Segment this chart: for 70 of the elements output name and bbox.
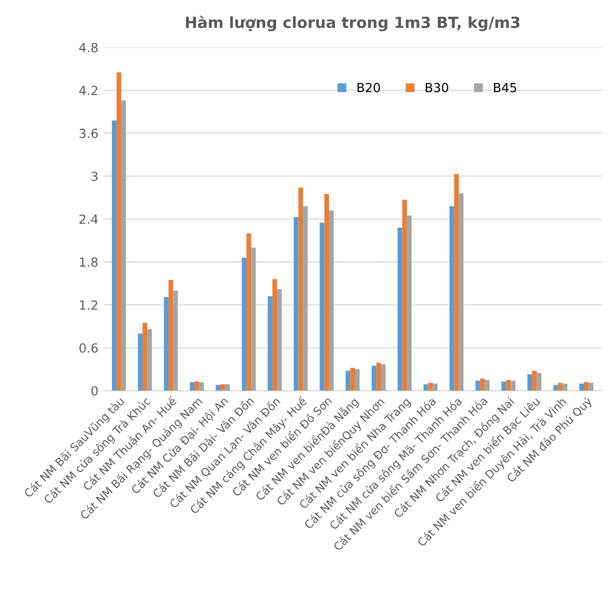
bar bbox=[532, 370, 537, 391]
y-tick-label: 3.6 bbox=[80, 128, 98, 138]
bar bbox=[268, 296, 272, 391]
bar bbox=[428, 382, 433, 391]
bar bbox=[225, 384, 230, 391]
bar bbox=[138, 333, 143, 391]
bar bbox=[398, 228, 402, 391]
bar bbox=[454, 174, 459, 391]
bar bbox=[190, 382, 195, 391]
bar bbox=[116, 72, 122, 391]
bar bbox=[475, 380, 480, 391]
bar bbox=[199, 382, 204, 391]
bar bbox=[376, 362, 381, 391]
bar bbox=[164, 297, 169, 391]
bar bbox=[142, 322, 148, 391]
chart-title: Hàm lượng clorua trong 1m3 BT, kg/m3 bbox=[186, 16, 520, 32]
bar bbox=[354, 369, 360, 391]
bar bbox=[168, 280, 174, 391]
legend-label: B45 bbox=[494, 83, 516, 92]
bar bbox=[216, 384, 220, 391]
bar bbox=[527, 374, 532, 391]
bar bbox=[480, 378, 485, 391]
bar bbox=[303, 206, 308, 391]
legend-label: B20 bbox=[358, 82, 380, 92]
bar bbox=[584, 382, 589, 391]
bar bbox=[424, 384, 428, 391]
bar bbox=[501, 381, 506, 391]
bar bbox=[272, 279, 278, 391]
bar bbox=[251, 248, 256, 391]
bar bbox=[510, 380, 516, 391]
legend-label: B30 bbox=[426, 82, 448, 92]
bar bbox=[147, 329, 152, 391]
bar bbox=[458, 193, 464, 391]
bar bbox=[432, 384, 438, 391]
bar bbox=[346, 370, 350, 391]
bar bbox=[112, 120, 117, 391]
bar bbox=[329, 210, 334, 391]
bar bbox=[536, 372, 542, 391]
bar bbox=[320, 222, 324, 391]
bar bbox=[220, 384, 226, 391]
bar bbox=[579, 384, 584, 391]
bar bbox=[324, 194, 330, 391]
y-tick-label: 1.2 bbox=[80, 300, 98, 310]
bar bbox=[277, 289, 282, 391]
bar bbox=[372, 366, 376, 391]
bar bbox=[194, 381, 200, 391]
y-tick-label: 4.2 bbox=[79, 86, 98, 96]
bar bbox=[380, 364, 386, 391]
bar bbox=[562, 384, 568, 391]
bar bbox=[506, 380, 511, 391]
bar bbox=[246, 233, 252, 391]
bar bbox=[449, 206, 454, 391]
y-tick-label: 4.8 bbox=[79, 42, 98, 52]
bar bbox=[406, 215, 412, 391]
bar bbox=[298, 188, 304, 391]
bar bbox=[402, 200, 407, 391]
y-tick-label: 0 bbox=[91, 386, 98, 396]
bar bbox=[350, 368, 355, 391]
bar bbox=[294, 216, 298, 391]
y-tick-label: 2.4 bbox=[80, 214, 98, 224]
bar bbox=[558, 382, 563, 391]
bar bbox=[553, 384, 558, 391]
bar bbox=[484, 380, 490, 391]
bar bbox=[173, 290, 178, 391]
bar bbox=[242, 258, 246, 391]
y-tick-label: 0.6 bbox=[79, 343, 98, 353]
bar bbox=[121, 100, 126, 391]
y-tick-label: 1.8 bbox=[80, 257, 98, 267]
bar bbox=[588, 382, 594, 391]
y-tick-label: 3 bbox=[92, 172, 98, 182]
